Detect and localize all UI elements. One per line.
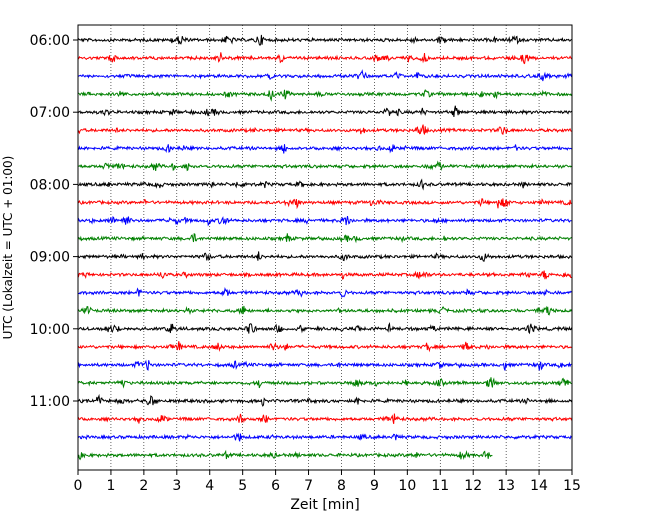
- y-tick-label: 10:00: [30, 322, 70, 338]
- seismogram-trace: [77, 69, 572, 82]
- x-axis-label: Zeit [min]: [290, 497, 359, 513]
- x-tick-label: 5: [238, 478, 247, 494]
- seismogram-trace: [77, 105, 572, 118]
- seismogram-trace: [77, 286, 572, 298]
- seismogram-trace: [77, 178, 572, 191]
- seismogram-trace: [77, 305, 572, 316]
- x-tick-label: 7: [304, 478, 313, 494]
- seismogram-traces: [77, 34, 572, 461]
- x-tick-label: 14: [530, 478, 548, 494]
- seismogram-trace: [77, 124, 572, 136]
- seismogram-trace: [77, 52, 572, 65]
- seismogram-trace: [77, 377, 572, 389]
- x-tick-label: 8: [337, 478, 346, 494]
- x-tick-label: 10: [398, 478, 416, 494]
- x-tick-label: 6: [271, 478, 280, 494]
- y-axis-ticks: 06:00 07:00 08:00 09:00 10:00 11:00: [30, 33, 78, 410]
- seismogram-trace: [78, 88, 572, 102]
- x-tick-label: 3: [172, 478, 181, 494]
- seismogram-trace: [77, 216, 572, 227]
- x-grid-lines: [110, 25, 540, 470]
- x-tick-label: 13: [497, 478, 515, 494]
- seismogram-trace: [77, 270, 572, 280]
- plot-frame: [77, 24, 573, 471]
- y-tick-label: 11:00: [30, 394, 70, 410]
- x-tick-label: 12: [464, 478, 482, 494]
- x-tick-label: 1: [106, 478, 115, 494]
- y-axis-label: UTC (Lokalzeit = UTC + 01:00): [1, 156, 15, 340]
- x-tick-label: 9: [370, 478, 379, 494]
- seismogram-trace: [77, 341, 572, 353]
- seismogram-trace: [77, 359, 572, 371]
- seismogram-trace: [77, 160, 572, 172]
- seismogram-trace: [77, 432, 572, 442]
- seismogram-trace: [77, 198, 572, 210]
- x-tick-label: 15: [563, 478, 581, 494]
- y-tick-label: 08:00: [30, 177, 70, 193]
- seismogram-trace: [77, 251, 572, 262]
- y-tick-label: 07:00: [30, 105, 70, 121]
- seismogram-trace: [77, 144, 572, 154]
- x-tick-label: 2: [139, 478, 148, 494]
- seismogram-trace: [77, 232, 572, 244]
- x-axis-ticks: 0 1 2 3 4 5 6 7 8 9 10 11 12 13 14 15: [74, 470, 581, 494]
- x-tick-label: 11: [431, 478, 449, 494]
- seismogram-trace: [77, 449, 493, 461]
- y-tick-label: 09:00: [30, 250, 70, 266]
- seismogram-trace: [77, 413, 572, 425]
- y-tick-label: 06:00: [30, 33, 70, 49]
- x-tick-label: 4: [205, 478, 214, 494]
- x-tick-label: 0: [74, 478, 83, 494]
- seismogram-trace: [77, 34, 572, 47]
- seismogram-trace: [77, 393, 572, 407]
- seismogram-trace: [77, 322, 572, 335]
